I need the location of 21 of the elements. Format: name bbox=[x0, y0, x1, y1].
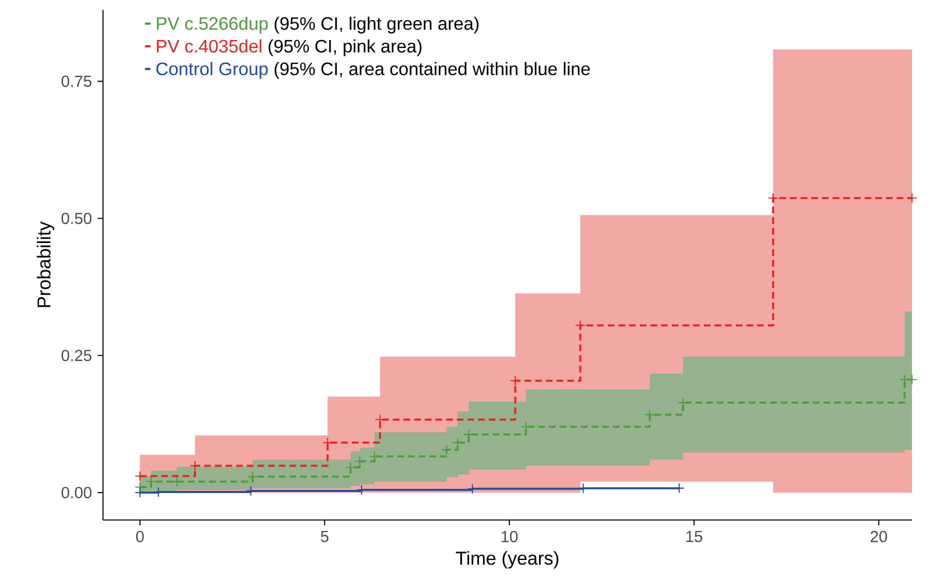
x-tick-label: 0 bbox=[136, 530, 144, 542]
legend-label: Control Group bbox=[156, 62, 268, 79]
y-tick-label: 0.50 bbox=[62, 212, 92, 224]
x-tick-label: 15 bbox=[686, 530, 702, 542]
legend-label: PV c.5266dup bbox=[156, 16, 268, 34]
x-tick-label: 5 bbox=[320, 530, 328, 542]
annotation: (95% CI, light green area) bbox=[274, 16, 478, 34]
point bbox=[441, 444, 452, 456]
y-tick-label: 0.00 bbox=[62, 486, 92, 498]
x-tick-label: 20 bbox=[870, 530, 888, 542]
point bbox=[768, 192, 778, 204]
legend-label: PV c.4035del bbox=[156, 39, 262, 53]
x-axis-title: Time (years) bbox=[456, 551, 558, 568]
point bbox=[575, 320, 586, 331]
annotation: (95% CI, area contained within blue line bbox=[274, 62, 590, 79]
y-axis-title: Probability bbox=[36, 221, 54, 308]
annotation: (95% CI, pink area) bbox=[268, 39, 422, 56]
y-tick-label: 0.75 bbox=[62, 76, 92, 87]
y-tick-label: 0.25 bbox=[62, 350, 92, 362]
x-tick-label: 10 bbox=[502, 530, 518, 542]
point bbox=[906, 192, 918, 204]
